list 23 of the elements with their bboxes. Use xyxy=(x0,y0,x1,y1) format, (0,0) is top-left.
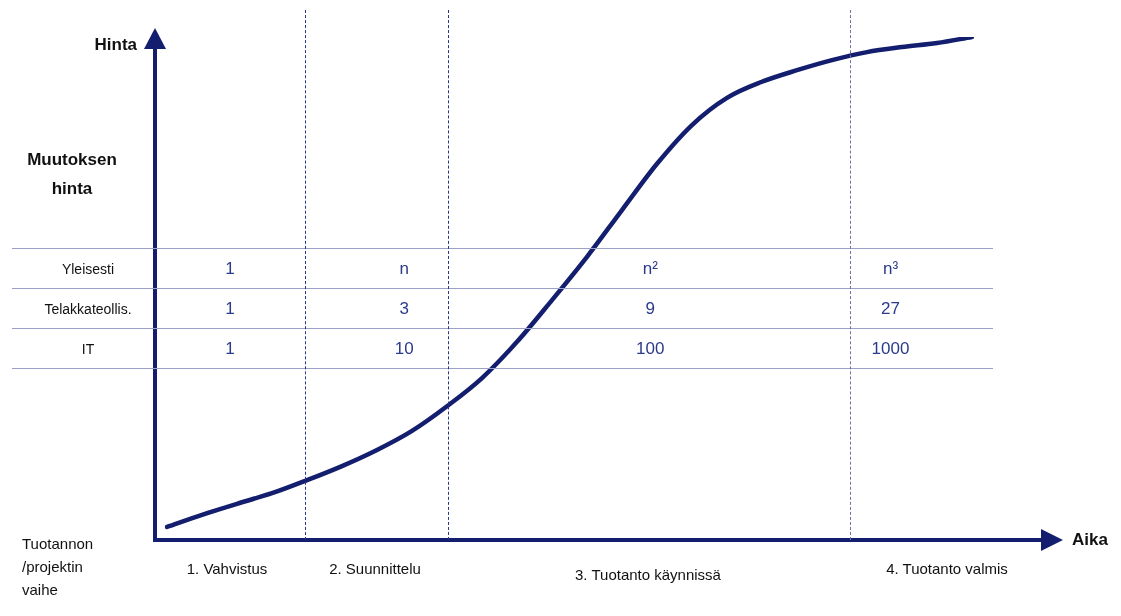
text: Tuotannon /projektin vaihe xyxy=(22,535,94,599)
text: 3. Tuotanto käynnissä xyxy=(575,566,722,584)
x-axis-title: Aika xyxy=(1072,529,1109,549)
annotation: 9 xyxy=(512,288,788,329)
text: 2. Suunnittelu xyxy=(329,560,421,578)
annotation: 1 xyxy=(164,248,296,289)
text: Muutoksen hinta xyxy=(27,149,117,198)
annotation: 10 xyxy=(296,328,513,369)
text: Telakkateollis. xyxy=(12,288,164,329)
annotation: 100 xyxy=(512,328,788,369)
annotation: 1000 xyxy=(788,328,993,369)
annotation: n² xyxy=(512,248,788,289)
annotation: n xyxy=(296,248,513,289)
annotation: 3 xyxy=(296,288,513,329)
text: 4. Tuotanto valmis xyxy=(886,560,1008,578)
annotation: 1 xyxy=(164,288,296,329)
annotation: 27 xyxy=(788,288,993,329)
text: IT xyxy=(12,328,164,369)
annotation: 1 xyxy=(164,328,296,369)
y-axis-title: Hinta xyxy=(94,34,138,54)
annotation: n³ xyxy=(788,248,993,289)
text: 1. Vahvistus xyxy=(186,560,268,578)
text: Yleisesti xyxy=(12,248,164,289)
